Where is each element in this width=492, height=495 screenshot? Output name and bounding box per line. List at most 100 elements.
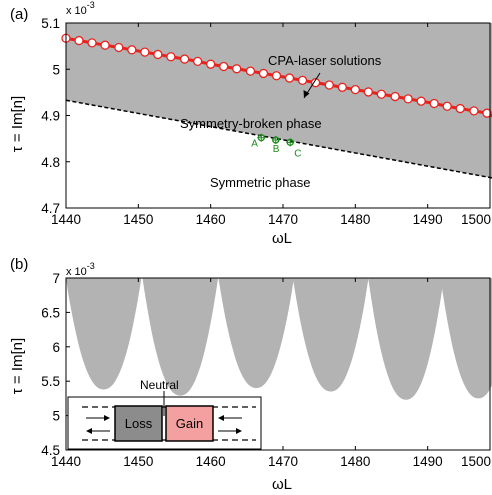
point-a-cross: [257, 133, 266, 142]
cpa-laser-marker: [166, 52, 176, 62]
panel-a-xlabel: ωL: [272, 230, 292, 247]
panel-a-label: (a): [10, 6, 28, 23]
panel-a-x-tick-label: 1470: [268, 212, 298, 227]
panel-b-x-tick-label: 1460: [196, 454, 226, 469]
panel-a-exponent-base: x 10-3: [66, 0, 95, 17]
panel-b-x-tick-label: 1480: [340, 454, 370, 469]
cpa-laser-line: [65, 36, 492, 118]
panel-a-x-tick-label: 1490: [413, 212, 443, 227]
cpa-laser-marker: [442, 101, 452, 111]
panel-b-plot-area: 1440 1450 1460 1470 1480 1490 1500 4.5 5 5.5 6 6.5 7: [41, 271, 492, 469]
cpa-laser-marker: [140, 47, 150, 57]
panel-b-y-tick-label: 4.5: [41, 443, 60, 458]
point-c-cross: [286, 138, 295, 147]
panel-b-y-tick-label: 6: [52, 340, 60, 355]
panel-a: A B C 1440 1450 1460 1470 1480 1490 1500 4.7 4.8 4.9…: [9, 0, 492, 247]
point-c-label: C: [294, 148, 301, 159]
cpa-laser-marker: [350, 84, 360, 95]
cpa-laser-marker: [363, 87, 374, 97]
cpa-laser-marker: [376, 89, 387, 99]
cpa-laser-marker: [455, 103, 465, 114]
gray-lobe-region: [66, 278, 142, 390]
cpa-laser-marker: [100, 40, 110, 50]
panel-a-x-tick-label: 1500: [461, 212, 491, 227]
symmetric-phase-annotation: Symmetric phase: [210, 175, 310, 190]
cpa-laser-marker: [482, 108, 492, 118]
cpa-laser-marker: [219, 61, 229, 72]
symmetry-broken-region: [66, 23, 492, 178]
panel-b: 1440 1450 1460 1470 1480 1490 1500 4.5 5 5.5 6 6.5 7…: [9, 256, 492, 493]
panel-b-xlabel: ωL: [272, 476, 292, 493]
panel-a-x-tick-label: 1460: [196, 212, 226, 227]
panel-a-x-tick-label: 1480: [340, 212, 370, 227]
panel-b-y-tick-label: 5: [52, 409, 60, 424]
gray-lobe-region: [368, 278, 444, 400]
incoming-right-arrow: [218, 415, 242, 421]
cpa-laser-marker: [127, 45, 137, 55]
cpa-laser-marker: [74, 35, 84, 46]
cpa-laser-marker: [192, 56, 203, 67]
gain-label: Gain: [176, 416, 203, 431]
neutral-label: Neutral: [140, 378, 179, 392]
panel-b-y-tick-label: 5.5: [41, 374, 60, 389]
panel-a-ylabel: τ = Im[n]: [9, 96, 26, 152]
panel-a-y-tick-label: 5: [52, 62, 60, 77]
outgoing-right-arrow: [218, 428, 242, 434]
panel-b-label: (b): [10, 256, 28, 273]
panel-b-x-tick-label: 1470: [268, 454, 298, 469]
cpa-laser-marker: [114, 42, 124, 53]
cpa-laser-marker: [403, 94, 413, 104]
panel-b-x-tick-label: 1450: [123, 454, 153, 469]
panel-b-x-tick-label: 1440: [51, 454, 81, 469]
phase-boundary-line: [65, 99, 492, 179]
incoming-left-arrow: [86, 415, 110, 421]
cpa-laser-marker: [206, 59, 216, 69]
panel-a-y-tick-label: 4.8: [41, 155, 60, 170]
cpa-laser-marker: [153, 49, 163, 60]
cpa-laser-marker: [258, 68, 269, 79]
inset-schematic: Loss Gain Neutral: [67, 378, 262, 450]
cpa-laser-marker: [271, 71, 282, 81]
gray-lobe-region: [142, 278, 219, 396]
broken-phase-annotation: Symmetry-broken phase: [180, 116, 322, 131]
gray-lobe-region: [218, 278, 294, 389]
cpa-annotation: CPA-laser solutions: [268, 53, 382, 68]
panel-b-y-tick-label: 7: [52, 271, 60, 286]
cpa-laser-marker: [390, 91, 400, 102]
point-b-label: B: [273, 144, 280, 155]
cpa-laser-marker: [337, 82, 347, 92]
cpa-laser-marker: [416, 96, 426, 106]
point-b-cross: [271, 136, 280, 145]
cpa-laser-marker: [310, 78, 321, 88]
panel-b-x-tick-label: 1490: [413, 454, 443, 469]
cpa-laser-marker: [179, 54, 190, 64]
panel-a-y-tick-label: 4.7: [41, 201, 60, 216]
panel-a-x-tick-label: 1450: [123, 212, 153, 227]
cpa-laser-marker: [87, 38, 97, 48]
gray-lobe-region: [292, 278, 369, 392]
panel-a-y-tick-label: 5.1: [41, 16, 60, 31]
cpa-laser-marker: [245, 66, 256, 76]
panel-a-y-tick-label: 4.9: [41, 109, 60, 124]
panel-b-x-tick-label: 1500: [461, 454, 491, 469]
cpa-laser-marker: [324, 80, 334, 90]
cpa-laser-marker: [284, 73, 295, 83]
panel-a-x-tick-label: 1440: [51, 212, 81, 227]
cpa-laser-marker: [232, 64, 242, 74]
cpa-laser-marker: [297, 75, 308, 85]
panel-b-ylabel: τ = Im[n]: [9, 338, 26, 394]
panel-a-plot-area: A B C 1440 1450 1460 1470 1480 1490 1500 4.7 4.8 4.9…: [41, 16, 492, 227]
cpa-laser-marker: [469, 106, 479, 116]
cpa-laser-marker: [429, 98, 439, 109]
gain-block: [165, 405, 214, 442]
loss-label: Loss: [125, 416, 153, 431]
panel-b-exponent-base: x 10-3: [66, 261, 95, 278]
cpa-annotation-arrowhead: [303, 90, 310, 98]
panel-b-y-tick-label: 6.5: [41, 305, 60, 320]
panel-b-axes-frame: [65, 277, 491, 451]
outgoing-left-arrow: [86, 428, 110, 434]
point-a-label: A: [251, 139, 258, 150]
loss-block: [114, 405, 163, 442]
gray-lobe-region: [440, 278, 492, 399]
